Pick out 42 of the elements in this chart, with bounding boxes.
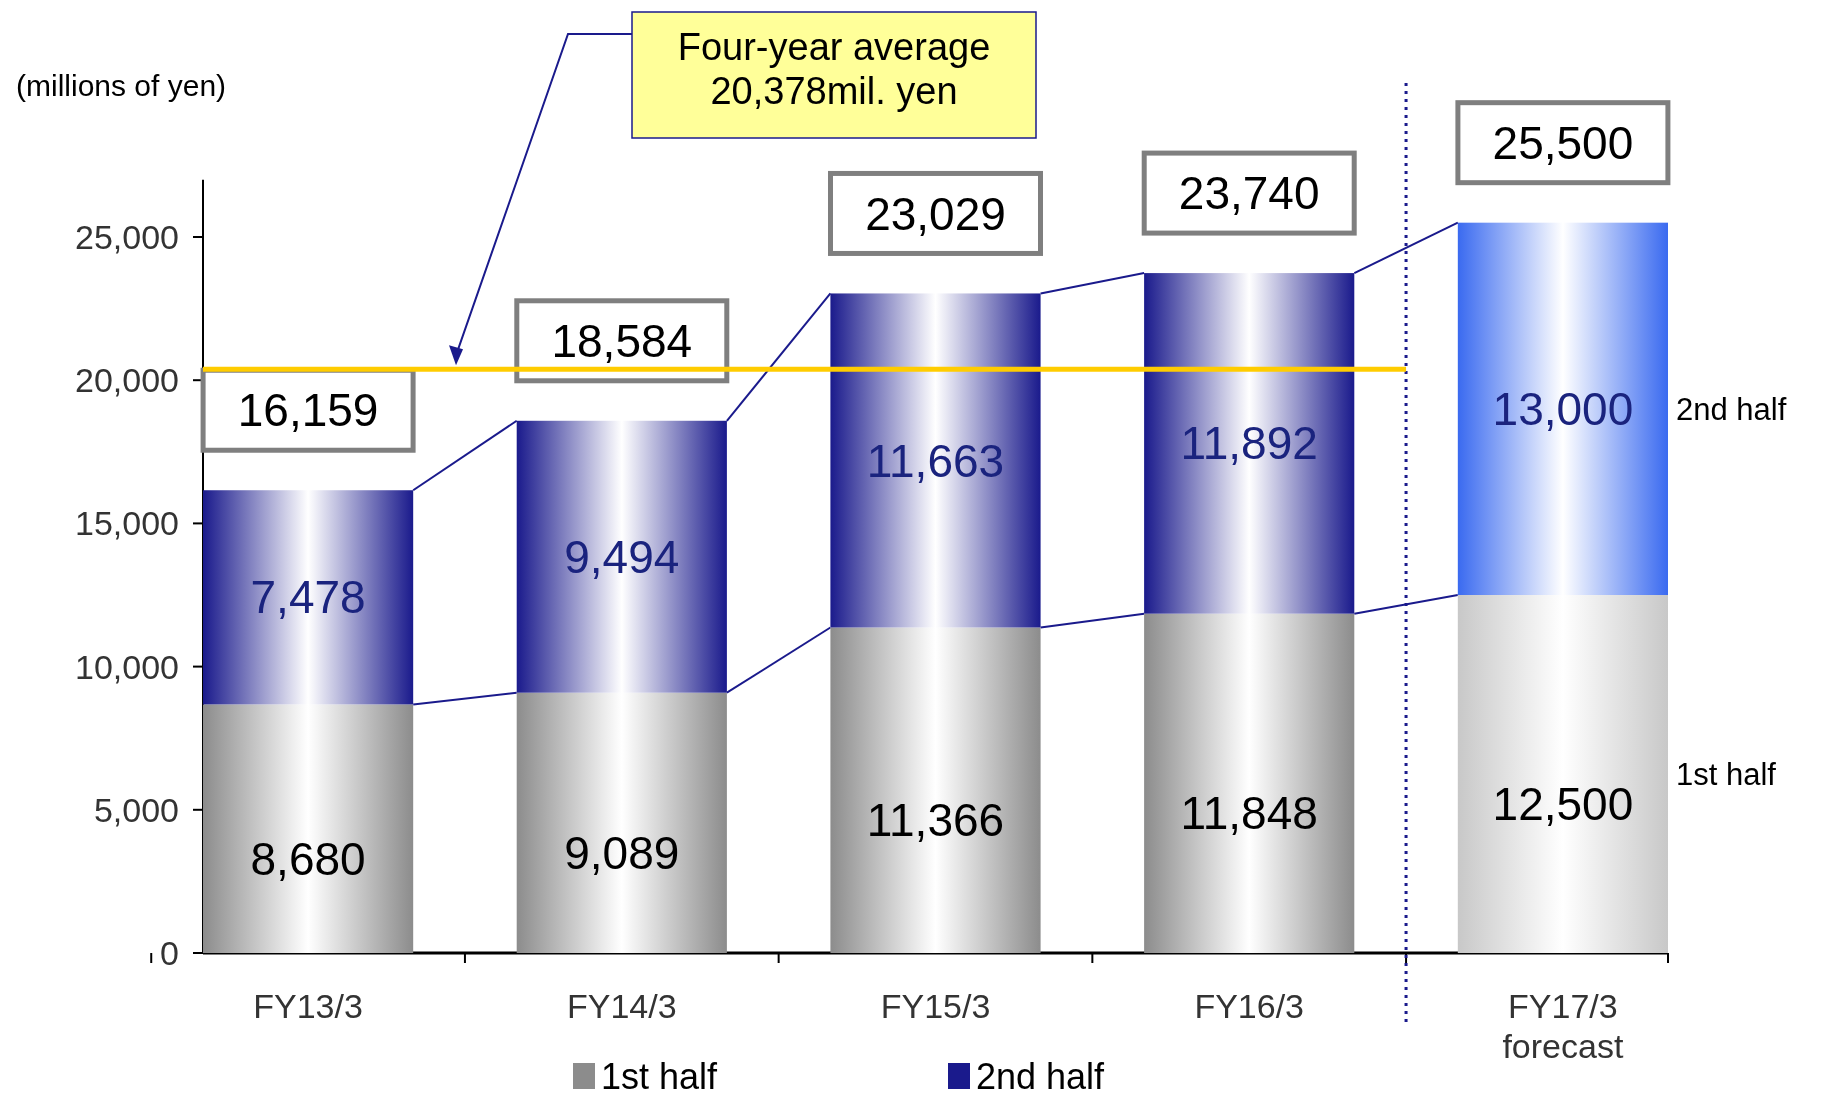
data-label: 12,500 [1492, 778, 1634, 831]
bar [203, 490, 414, 705]
y-tick-label: 15,000 [75, 504, 179, 543]
text: Four-year average 20,378mil. yen [677, 26, 991, 112]
data-label: 11,366 [866, 794, 1005, 847]
bar [1457, 595, 1668, 953]
data-label: 11,848 [1180, 787, 1318, 840]
x-tick-label: FY16/3 [1194, 987, 1305, 1025]
data-label: 9,089 [564, 826, 680, 879]
total-label: 23,740 [1178, 167, 1320, 220]
data-label: 13,000 [1492, 382, 1634, 435]
data-label: 11,892 [1180, 417, 1318, 470]
y-tick-label: 5,000 [93, 790, 179, 829]
legend-label: 2nd half [976, 1055, 1106, 1097]
bar [1457, 222, 1668, 595]
x-tick-label: FY15/3 [880, 987, 991, 1025]
total-label: 23,029 [865, 187, 1006, 240]
x-tick-label: FY14/3 [566, 987, 677, 1025]
total-label: 16,159 [237, 384, 379, 437]
bar [1144, 273, 1355, 614]
data-label: 7,478 [250, 571, 366, 624]
x-tick-label: FY13/3 [253, 987, 363, 1025]
legend-label: 1st half [601, 1055, 719, 1097]
bar [516, 420, 727, 693]
y-tick-label: 25,000 [75, 217, 179, 256]
y-tick-label: 0 [160, 933, 179, 972]
text: 2nd half [1676, 391, 1787, 427]
text: 1st half [1676, 756, 1776, 792]
bar [830, 627, 1041, 953]
data-label: 9,494 [564, 530, 680, 583]
x-tick-label: FY17/3 forecast [1502, 987, 1624, 1065]
data-label: 11,663 [866, 434, 1005, 487]
total-label: 18,584 [551, 314, 693, 367]
total-label: 25,500 [1492, 116, 1634, 169]
bar [830, 293, 1041, 628]
y-tick-label: 10,000 [75, 647, 179, 686]
data-label: 8,680 [250, 832, 366, 885]
bar [1144, 613, 1355, 953]
bar [203, 704, 414, 953]
y-axis-title: (millions of yen) [16, 69, 227, 102]
bar [516, 692, 727, 953]
y-tick-label: 20,000 [75, 361, 179, 400]
